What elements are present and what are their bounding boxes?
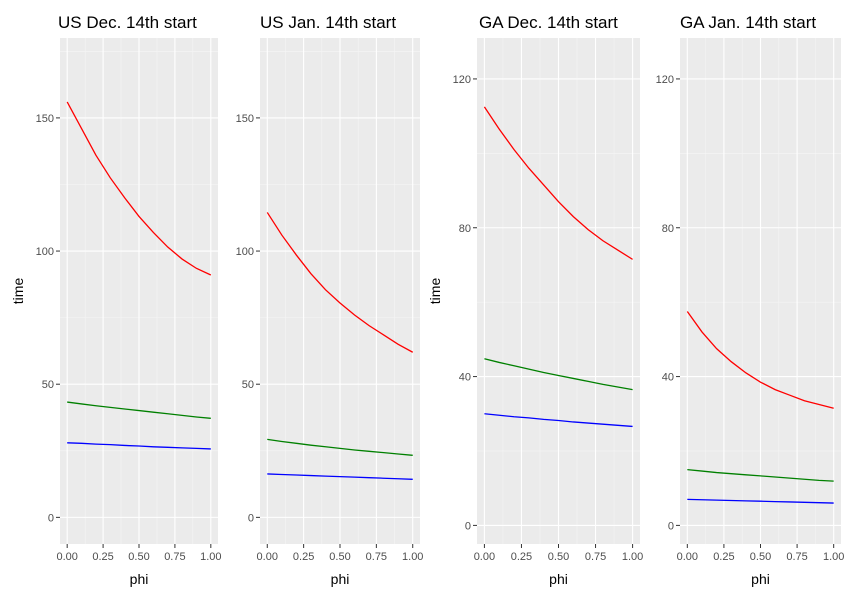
y-tick-label: 0 xyxy=(48,512,54,524)
series-line-3 xyxy=(67,442,211,450)
panel-2: 0.00 0.25 0.50 0.75 1.00 0 50 100 150 US Jan. 14t… xyxy=(236,13,424,587)
y-tick-label: 50 xyxy=(242,379,254,391)
x-tick-label: 0.25 xyxy=(293,551,314,563)
series-line-2 xyxy=(484,358,633,391)
x-tick-label: 1.00 xyxy=(402,551,423,563)
x-axis-label: phi xyxy=(130,571,149,587)
y-axis-label: time xyxy=(10,278,26,305)
y-tick-label: 150 xyxy=(236,113,254,125)
x-tick-label: 0.00 xyxy=(677,551,698,563)
panel-title: GA Dec. 14th start xyxy=(479,13,618,32)
x-tick-label: 0.50 xyxy=(548,551,569,563)
x-axis-label: phi xyxy=(331,571,350,587)
y-tick-label: 80 xyxy=(662,223,674,235)
panel-title: GA Jan. 14th start xyxy=(680,13,816,32)
x-tick-label: 0.75 xyxy=(366,551,387,563)
x-tick-label: 0.25 xyxy=(92,551,113,563)
y-tick-label: 40 xyxy=(662,372,674,384)
x-tick-label: 0.25 xyxy=(713,551,734,563)
y-tick-label: 120 xyxy=(656,74,674,86)
y-tick-label: 0 xyxy=(465,520,471,532)
y-tick-label: 40 xyxy=(459,372,471,384)
y-tick-label: 120 xyxy=(453,74,471,86)
panel-title: US Dec. 14th start xyxy=(58,13,197,32)
series-line-1 xyxy=(66,101,212,276)
x-tick-label: 0.50 xyxy=(750,551,771,563)
x-tick-label: 0.75 xyxy=(164,551,185,563)
y-tick-label: 150 xyxy=(36,113,54,125)
panel-1: 0.00 0.25 0.50 0.75 1.00 0 50 100 150 US Dec. 14t… xyxy=(10,13,222,587)
x-axis-label: phi xyxy=(751,571,770,587)
x-tick-label: 0.25 xyxy=(511,551,532,563)
x-tick-label: 1.00 xyxy=(622,551,643,563)
x-tick-label: 0.00 xyxy=(474,551,495,563)
x-tick-label: 1.00 xyxy=(823,551,844,563)
y-tick-label: 0 xyxy=(248,512,254,524)
series-line-1 xyxy=(483,106,633,260)
panel-title: US Jan. 14th start xyxy=(260,13,396,32)
series-line-3 xyxy=(484,413,633,428)
y-axis-label: time xyxy=(427,278,443,305)
x-tick-label: 1.00 xyxy=(200,551,221,563)
x-tick-label: 0.00 xyxy=(56,551,77,563)
panel-4: 0.00 0.25 0.50 0.75 1.00 0 40 80 120 GA Jan. 14th… xyxy=(656,13,845,587)
y-tick-label: 100 xyxy=(236,246,254,258)
x-tick-label: 0.75 xyxy=(786,551,807,563)
x-tick-label: 0.50 xyxy=(329,551,350,563)
x-axis-label: phi xyxy=(549,571,568,587)
y-tick-label: 80 xyxy=(459,223,471,235)
series-line-1 xyxy=(686,311,834,409)
series-line-1 xyxy=(266,212,414,353)
x-tick-label: 0.75 xyxy=(585,551,606,563)
panel-3: 0.00 0.25 0.50 0.75 1.00 0 40 80 120 GA Dec. 14th… xyxy=(427,13,643,587)
series-line-3 xyxy=(687,498,834,504)
x-tick-label: 0.00 xyxy=(257,551,278,563)
series-line-2 xyxy=(267,438,413,456)
y-tick-label: 50 xyxy=(42,379,54,391)
y-tick-label: 0 xyxy=(668,520,674,532)
series-line-3 xyxy=(267,473,413,480)
series-line-2 xyxy=(67,401,211,419)
x-tick-label: 0.50 xyxy=(128,551,149,563)
y-tick-label: 100 xyxy=(36,246,54,258)
series-line-2 xyxy=(687,468,834,482)
